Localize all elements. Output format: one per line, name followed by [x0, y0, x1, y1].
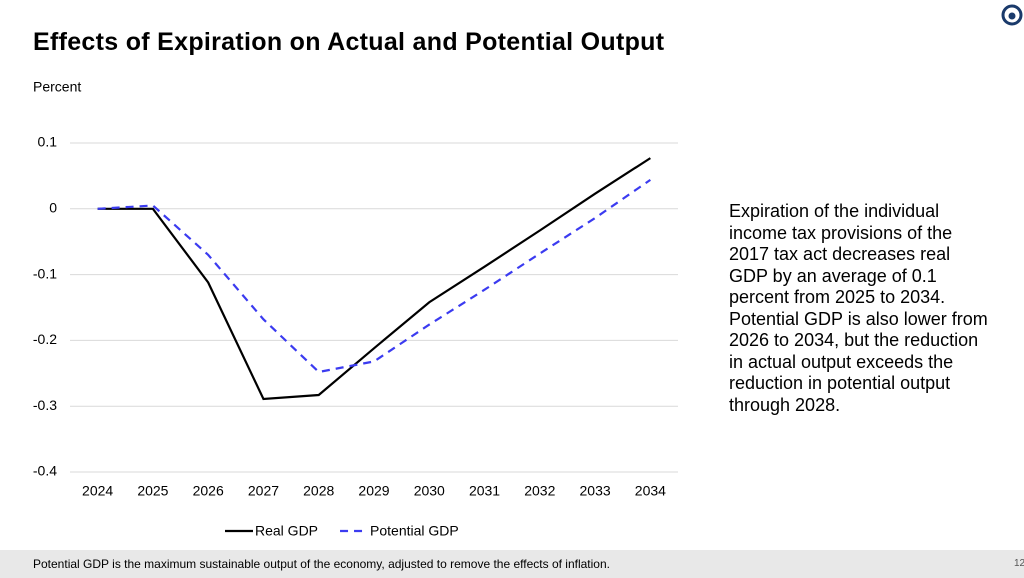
line-series [97, 178, 651, 374]
page-number: 12 [1014, 558, 1024, 569]
y-tick-label: -0.4 [33, 463, 57, 479]
y-tick-label: 0 [49, 200, 57, 216]
x-tick-label: 2025 [137, 483, 168, 499]
side-text: Expiration of the individual income tax … [729, 201, 988, 415]
chart: Percent 0.1 0 -0.1 -0.2 -0.3 -0.4 2024 2025 2026… [33, 79, 678, 539]
y-tick-label: -0.2 [33, 331, 57, 347]
y-axis-label: Percent [33, 79, 81, 95]
footnote: Potential GDP is the maximum sustainable… [33, 557, 610, 571]
legend-label: Real GDP [255, 523, 318, 539]
logo [1001, 4, 1023, 26]
line-series [97, 157, 651, 401]
x-tick-label: 2031 [469, 483, 500, 499]
x-tick-label: 2033 [580, 483, 611, 499]
footer: Potential GDP is the maximum sustainable… [0, 550, 1024, 578]
x-tick-label: 2027 [248, 483, 279, 499]
x-tick-label: 2029 [358, 483, 389, 499]
y-tick-label: 0.1 [38, 134, 58, 150]
x-tick-label: 2026 [193, 483, 224, 499]
chart-title: Effects of Expiration on Actual and Pote… [33, 28, 665, 56]
x-tick-label: 2034 [635, 483, 666, 499]
x-tick-label: 2024 [82, 483, 113, 499]
y-tick-label: -0.1 [33, 265, 57, 281]
x-tick-label: 2032 [524, 483, 555, 499]
y-tick-label: -0.3 [33, 397, 57, 413]
x-tick-label: 2030 [414, 483, 445, 499]
legend-label: Potential GDP [370, 523, 459, 539]
x-tick-label: 2028 [303, 483, 334, 499]
